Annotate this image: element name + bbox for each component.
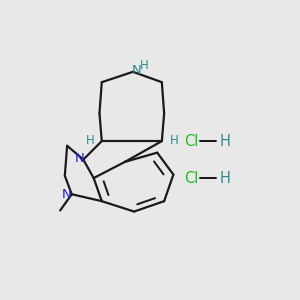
Text: Cl: Cl <box>184 134 199 148</box>
Text: N: N <box>74 152 84 165</box>
Text: H: H <box>85 134 94 147</box>
Text: H: H <box>220 134 230 148</box>
Text: N: N <box>62 188 71 201</box>
Text: N: N <box>132 64 142 77</box>
Text: H: H <box>169 134 178 147</box>
Text: H: H <box>140 59 149 72</box>
Text: H: H <box>220 171 230 186</box>
Text: Cl: Cl <box>184 171 199 186</box>
